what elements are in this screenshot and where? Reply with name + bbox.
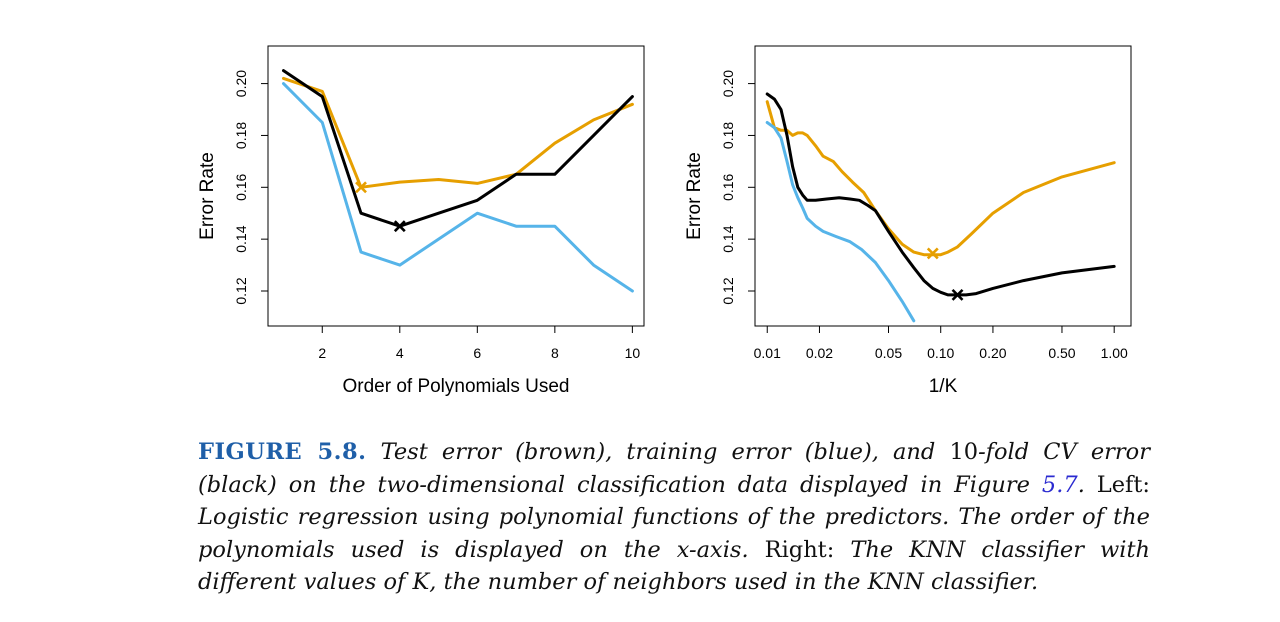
caption-text-4: Logistic regression using polynomial fun… xyxy=(198,504,1150,563)
min-marker-10-fold-cv-error xyxy=(951,288,964,301)
left-panel: 2 4 6 8 10 0.12 0.14 0.16 0.18 0.20 Order of Polyn… xyxy=(197,45,645,397)
x-tick-label: 10 xyxy=(625,345,641,361)
x-tick-label: 1.00 xyxy=(1101,345,1128,361)
y-tick-label: 0.12 xyxy=(233,277,249,304)
y-tick-label: 0.18 xyxy=(233,122,249,149)
right-panel: 0.01 0.02 0.05 0.10 0.20 0.50 1.00 0.12 0.14 0.16… xyxy=(684,45,1132,397)
y-tick-label: 0.16 xyxy=(233,173,249,200)
plot-frame xyxy=(754,45,1132,327)
plot-frame xyxy=(267,45,645,327)
y-tick-label: 0.20 xyxy=(720,70,736,97)
series-line-10-fold-cv-error xyxy=(765,92,1116,297)
x-tick-label: 0.01 xyxy=(754,345,781,361)
x-tick-label: 6 xyxy=(473,345,481,361)
y-tick-label: 0.16 xyxy=(720,173,736,200)
caption-k-symbol: K xyxy=(412,569,430,595)
min-marker-10-fold-cv-error xyxy=(393,220,406,233)
min-marker-test-error xyxy=(926,247,939,260)
min-marker-test-error xyxy=(355,181,367,194)
caption-text-5: The KNN classifier with different values… xyxy=(198,536,1150,596)
y-tick-label: 0.18 xyxy=(720,122,736,149)
series-line-test-error xyxy=(765,100,1116,257)
caption-right-label: Right: xyxy=(764,536,835,563)
figure-caption: FIGURE 5.8. Test error (brown), training… xyxy=(198,436,1150,599)
y-tick-label: 0.20 xyxy=(233,70,249,97)
caption-left-label: Left: xyxy=(1096,471,1151,498)
x-tick-label: 0.10 xyxy=(927,345,954,361)
y-axis-label: Error Rate xyxy=(197,152,218,240)
x-tick-label: 8 xyxy=(551,345,559,361)
series-line-training-error xyxy=(282,82,634,293)
caption-text-3: . xyxy=(1077,471,1085,498)
x-tick-label: 0.02 xyxy=(806,345,833,361)
x-tick-label: 4 xyxy=(396,345,404,361)
x-axis-label: 1/K xyxy=(929,376,958,397)
x-axis-label: Order of Polynomials Used xyxy=(342,376,569,397)
caption-figure-ref[interactable]: 5.7 xyxy=(1041,471,1078,498)
y-tick-label: 0.14 xyxy=(720,225,736,252)
y-tick-label: 0.12 xyxy=(720,277,736,304)
y-tick-label: 0.14 xyxy=(233,225,249,252)
caption-text-1: Test error (brown), training error (blue… xyxy=(380,439,936,465)
series-line-10-fold-cv-error xyxy=(282,69,634,228)
series-line-test-error xyxy=(282,76,634,189)
caption-text-2: -fold CV error (black) on the two-dimens… xyxy=(198,439,1150,498)
figure: 2 4 6 8 10 0.12 0.14 0.16 0.18 0.20 Order of Polyn… xyxy=(197,45,1132,397)
caption-label: FIGURE 5.8. xyxy=(198,439,367,465)
x-tick-label: 0.20 xyxy=(979,345,1006,361)
y-axis-label: Error Rate xyxy=(684,152,705,240)
x-tick-label: 0.50 xyxy=(1048,345,1075,361)
series-line-training-error xyxy=(765,121,916,323)
x-tick-label: 0.05 xyxy=(875,345,902,361)
x-tick-label: 2 xyxy=(318,345,326,361)
caption-fold-number: 10 xyxy=(949,439,979,465)
caption-text-6: , the number of neighbors used in the KN… xyxy=(429,569,1039,595)
